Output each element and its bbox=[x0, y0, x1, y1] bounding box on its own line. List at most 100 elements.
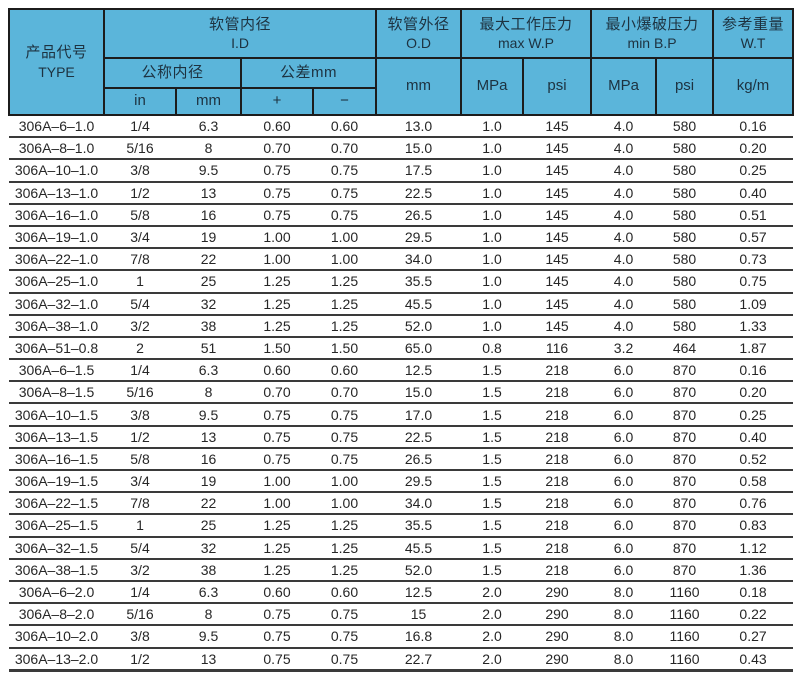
cell-type: 306A–10–1.0 bbox=[9, 159, 104, 183]
cell-od-mm: 29.5 bbox=[376, 470, 462, 494]
cell-tol-plus: 0.60 bbox=[241, 580, 313, 605]
cell-in: 5/4 bbox=[104, 536, 176, 560]
cell-wp-psi: 218 bbox=[523, 536, 592, 560]
cell-in: 2 bbox=[104, 336, 176, 361]
header-unit-wp-mpa: MPa bbox=[460, 57, 525, 116]
cell-bp-mpa: 4.0 bbox=[591, 270, 657, 294]
cell-tol-minus: 1.00 bbox=[313, 470, 377, 494]
cell-type: 306A–38–1.0 bbox=[9, 314, 104, 338]
cell-tol-minus: 0.70 bbox=[313, 381, 377, 405]
cell-tol-minus: 0.60 bbox=[313, 115, 377, 139]
header-min-bp-en: min B.P bbox=[627, 35, 677, 52]
header-unit-mm: mm bbox=[175, 87, 242, 116]
cell-mm: 38 bbox=[176, 314, 241, 338]
cell-in: 1/2 bbox=[104, 647, 176, 672]
cell-wt-kgm: 0.75 bbox=[713, 270, 794, 294]
cell-wp-psi: 145 bbox=[523, 115, 592, 139]
cell-wt-kgm: 0.52 bbox=[713, 447, 794, 472]
cell-type: 306A–51–0.8 bbox=[9, 336, 104, 361]
cell-bp-psi: 580 bbox=[656, 270, 714, 294]
cell-in: 3/8 bbox=[104, 625, 176, 649]
cell-in: 1/4 bbox=[104, 359, 176, 383]
cell-type: 306A–10–2.0 bbox=[9, 625, 104, 649]
cell-od-mm: 17.0 bbox=[376, 403, 462, 427]
cell-tol-minus: 0.75 bbox=[313, 181, 377, 205]
table-row: 306A–13–1.0 1/2 13 0.75 0.75 22.5 1.0 145 4.0 580… bbox=[9, 181, 794, 205]
cell-od-mm: 12.5 bbox=[376, 359, 462, 383]
cell-bp-psi: 870 bbox=[656, 381, 714, 405]
cell-bp-psi: 1160 bbox=[656, 647, 714, 672]
cell-wp-mpa: 1.5 bbox=[461, 425, 524, 449]
table-row: 306A–6–2.0 1/4 6.3 0.60 0.60 12.5 2.0 290 8.0 116… bbox=[9, 580, 794, 605]
table-row: 306A–13–1.5 1/2 13 0.75 0.75 22.5 1.5 218 6.0 870… bbox=[9, 425, 794, 449]
cell-wp-psi: 218 bbox=[523, 492, 592, 516]
cell-tol-minus: 0.75 bbox=[313, 603, 377, 627]
cell-wp-mpa: 2.0 bbox=[461, 603, 524, 627]
header-product-type-en: TYPE bbox=[38, 63, 75, 80]
table-row: 306A–8–1.5 5/16 8 0.70 0.70 15.0 1.5 218 6.0 870 0… bbox=[9, 381, 794, 405]
cell-tol-plus: 0.70 bbox=[241, 381, 313, 405]
cell-tol-minus: 0.75 bbox=[313, 403, 377, 427]
cell-tol-minus: 1.25 bbox=[313, 558, 377, 582]
header-tolerance-plus: + bbox=[240, 87, 314, 116]
cell-tol-plus: 1.25 bbox=[241, 536, 313, 560]
cell-bp-mpa: 4.0 bbox=[591, 159, 657, 183]
cell-bp-psi: 870 bbox=[656, 359, 714, 383]
cell-wt-kgm: 0.25 bbox=[713, 159, 794, 183]
table-row: 306A–10–1.5 3/8 9.5 0.75 0.75 17.0 1.5 218 6.0 87… bbox=[9, 403, 794, 427]
cell-bp-mpa: 6.0 bbox=[591, 403, 657, 427]
cell-tol-minus: 0.60 bbox=[313, 359, 377, 383]
cell-wp-psi: 145 bbox=[523, 314, 592, 338]
cell-bp-psi: 580 bbox=[656, 159, 714, 183]
cell-bp-psi: 870 bbox=[656, 514, 714, 538]
cell-wp-psi: 218 bbox=[523, 470, 592, 494]
cell-wp-psi: 218 bbox=[523, 403, 592, 427]
cell-wp-mpa: 1.0 bbox=[461, 225, 524, 250]
cell-tol-minus: 1.25 bbox=[313, 292, 377, 316]
cell-od-mm: 35.5 bbox=[376, 514, 462, 538]
cell-wp-mpa: 1.5 bbox=[461, 514, 524, 538]
header-max-wp-en: max W.P bbox=[498, 35, 555, 52]
cell-mm: 16 bbox=[176, 203, 241, 227]
cell-od-mm: 52.0 bbox=[376, 558, 462, 582]
table-row: 306A–38–1.0 3/2 38 1.25 1.25 52.0 1.0 145 4.0 580… bbox=[9, 314, 794, 338]
header-nominal-id: 公称内径 bbox=[103, 57, 242, 89]
cell-od-mm: 26.5 bbox=[376, 447, 462, 472]
cell-bp-psi: 870 bbox=[656, 403, 714, 427]
cell-tol-minus: 0.70 bbox=[313, 137, 377, 161]
cell-bp-mpa: 4.0 bbox=[591, 115, 657, 139]
header-tolerance-label: 公差mm bbox=[280, 64, 337, 82]
cell-bp-mpa: 8.0 bbox=[591, 647, 657, 672]
cell-wp-mpa: 1.0 bbox=[461, 314, 524, 338]
cell-wt-kgm: 1.87 bbox=[713, 336, 794, 361]
cell-bp-psi: 1160 bbox=[656, 580, 714, 605]
cell-mm: 22 bbox=[176, 492, 241, 516]
cell-in: 3/4 bbox=[104, 225, 176, 250]
cell-mm: 13 bbox=[176, 425, 241, 449]
cell-od-mm: 26.5 bbox=[376, 203, 462, 227]
cell-wt-kgm: 0.40 bbox=[713, 425, 794, 449]
table-row: 306A–10–2.0 3/8 9.5 0.75 0.75 16.8 2.0 290 8.0 11… bbox=[9, 625, 794, 649]
cell-mm: 32 bbox=[176, 536, 241, 560]
cell-bp-psi: 870 bbox=[656, 425, 714, 449]
cell-wp-mpa: 2.0 bbox=[461, 580, 524, 605]
header-weight-zh: 参考重量 bbox=[722, 15, 785, 33]
cell-od-mm: 22.5 bbox=[376, 181, 462, 205]
cell-tol-minus: 0.75 bbox=[313, 203, 377, 227]
table-row: 306A–16–1.5 5/8 16 0.75 0.75 26.5 1.5 218 6.0 870… bbox=[9, 447, 794, 472]
table-row: 306A–6–1.0 1/4 6.3 0.60 0.60 13.0 1.0 145 4.0 580… bbox=[9, 115, 794, 139]
cell-wp-psi: 145 bbox=[523, 292, 592, 316]
cell-type: 306A–38–1.5 bbox=[9, 558, 104, 582]
cell-tol-plus: 0.75 bbox=[241, 203, 313, 227]
cell-od-mm: 22.7 bbox=[376, 647, 462, 672]
cell-wt-kgm: 1.09 bbox=[713, 292, 794, 316]
cell-tol-minus: 1.25 bbox=[313, 536, 377, 560]
cell-tol-plus: 1.25 bbox=[241, 270, 313, 294]
cell-bp-mpa: 6.0 bbox=[591, 381, 657, 405]
cell-wp-mpa: 1.5 bbox=[461, 470, 524, 494]
cell-wp-mpa: 1.5 bbox=[461, 381, 524, 405]
cell-tol-plus: 0.75 bbox=[241, 425, 313, 449]
cell-mm: 25 bbox=[176, 270, 241, 294]
cell-tol-plus: 1.00 bbox=[241, 492, 313, 516]
cell-bp-psi: 580 bbox=[656, 181, 714, 205]
